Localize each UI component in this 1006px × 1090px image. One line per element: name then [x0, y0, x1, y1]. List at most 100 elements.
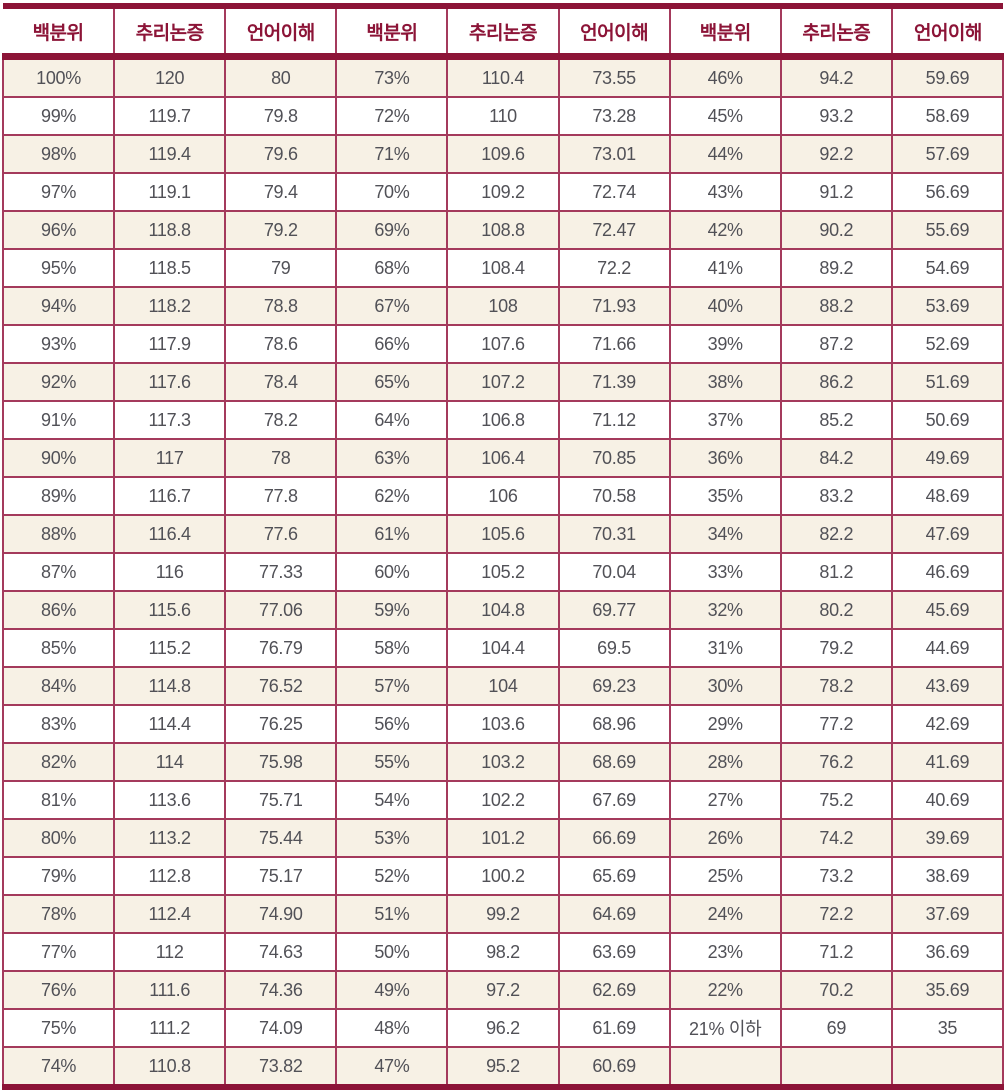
table-cell: 83%	[1, 704, 116, 744]
table-cell: 119.1	[113, 172, 227, 212]
table-row: 98% 119.4 79.6 71% 109.6 73.01 44% 92.2 57.69	[1, 134, 1005, 174]
table-cell: 70%	[335, 172, 449, 212]
table-cell: 91.2	[779, 172, 893, 212]
table-row: 90% 117 78 63% 106.4 70.85 36% 84.2 49.69	[1, 438, 1005, 478]
table-cell: 110	[446, 96, 560, 136]
table-cell: 102.2	[446, 780, 560, 820]
table-cell: 79.8	[224, 96, 338, 136]
table-cell: 52.69	[890, 324, 1005, 364]
table-cell: 23%	[668, 932, 782, 972]
table-cell: 62.69	[557, 970, 671, 1010]
table-cell: 51.69	[890, 362, 1005, 402]
column-header: 백분위	[3, 3, 116, 60]
table-cell: 106	[446, 476, 560, 516]
table-cell: 75%	[1, 1008, 116, 1048]
header-row: 백분위 추리논증 언어이해 백분위 추리논증 언어이해 백분위 추리논증 언어이해	[3, 3, 1003, 60]
table-cell: 42.69	[890, 704, 1005, 744]
table-row: 79% 112.8 75.17 52% 100.2 65.69 25% 73.2 38.69	[1, 856, 1005, 896]
table-cell: 116.4	[113, 514, 227, 554]
table-cell: 104.8	[446, 590, 560, 630]
table-cell: 101.2	[446, 818, 560, 858]
table-cell: 29%	[668, 704, 782, 744]
table-row: 94% 118.2 78.8 67% 108 71.93 40% 88.2 53.69	[1, 286, 1005, 326]
table-cell: 47%	[335, 1046, 449, 1090]
table-row: 99% 119.7 79.8 72% 110 73.28 45% 93.2 58.69	[1, 96, 1005, 136]
table-cell: 70.04	[557, 552, 671, 592]
table-row: 80% 113.2 75.44 53% 101.2 66.69 26% 74.2 39.69	[1, 818, 1005, 858]
table-cell: 40%	[668, 286, 782, 326]
table-cell: 25%	[668, 856, 782, 896]
table-cell: 61.69	[557, 1008, 671, 1048]
table-cell: 77.6	[224, 514, 338, 554]
table-cell: 95.2	[446, 1046, 560, 1090]
table-cell: 55.69	[890, 210, 1005, 250]
table-cell: 98%	[1, 134, 116, 174]
table-row: 86% 115.6 77.06 59% 104.8 69.77 32% 80.2 45.69	[1, 590, 1005, 630]
table-cell: 79.2	[779, 628, 893, 668]
table-cell: 31%	[668, 628, 782, 668]
table-cell: 72%	[335, 96, 449, 136]
table-cell: 75.17	[224, 856, 338, 896]
table-cell: 35.69	[890, 970, 1005, 1010]
table-cell: 78.8	[224, 286, 338, 326]
table-cell: 68.96	[557, 704, 671, 744]
table-cell: 65%	[335, 362, 449, 402]
table-cell: 117.3	[113, 400, 227, 440]
table-cell: 60%	[335, 552, 449, 592]
table-cell: 103.2	[446, 742, 560, 782]
table-cell: 112.4	[113, 894, 227, 934]
table-cell: 119.7	[113, 96, 227, 136]
column-header: 추리논증	[446, 3, 560, 60]
table-cell: 114.8	[113, 666, 227, 706]
table-cell: 118.8	[113, 210, 227, 250]
table-cell: 64.69	[557, 894, 671, 934]
table-cell: 72.47	[557, 210, 671, 250]
table-cell: 49%	[335, 970, 449, 1010]
table-cell: 47.69	[890, 514, 1005, 554]
table-cell: 41%	[668, 248, 782, 288]
table-row: 76% 111.6 74.36 49% 97.2 62.69 22% 70.2 35.69	[1, 970, 1005, 1010]
table-cell: 71.39	[557, 362, 671, 402]
table-cell: 75.2	[779, 780, 893, 820]
table-row: 91% 117.3 78.2 64% 106.8 71.12 37% 85.2 50.69	[1, 400, 1005, 440]
table-cell: 34%	[668, 514, 782, 554]
table-cell: 37%	[668, 400, 782, 440]
table-cell: 82.2	[779, 514, 893, 554]
table-cell: 72.74	[557, 172, 671, 212]
column-header: 백분위	[335, 3, 449, 60]
table-cell: 103.6	[446, 704, 560, 744]
table-cell: 88.2	[779, 286, 893, 326]
table-row: 75% 111.2 74.09 48% 96.2 61.69 21% 이하 69 35	[1, 1008, 1005, 1048]
table-cell: 89.2	[779, 248, 893, 288]
table-row: 78% 112.4 74.90 51% 99.2 64.69 24% 72.2 37.69	[1, 894, 1005, 934]
table-cell: 108.8	[446, 210, 560, 250]
table-cell: 45.69	[890, 590, 1005, 630]
table-cell: 52%	[335, 856, 449, 896]
table-cell: 46%	[668, 55, 782, 98]
table-cell: 56.69	[890, 172, 1005, 212]
table-cell: 96.2	[446, 1008, 560, 1048]
table-cell: 79.6	[224, 134, 338, 174]
table-row: 82% 114 75.98 55% 103.2 68.69 28% 76.2 41.69	[1, 742, 1005, 782]
table-cell: 88%	[1, 514, 116, 554]
table-cell: 28%	[668, 742, 782, 782]
column-header: 언어이해	[224, 3, 338, 60]
table-cell: 74.09	[224, 1008, 338, 1048]
table-cell: 63.69	[557, 932, 671, 972]
table-cell: 75.71	[224, 780, 338, 820]
table-cell: 39.69	[890, 818, 1005, 858]
table-cell: 100.2	[446, 856, 560, 896]
table-cell: 71.66	[557, 324, 671, 364]
table-cell: 114.4	[113, 704, 227, 744]
table-cell: 91%	[1, 400, 116, 440]
table-cell: 68%	[335, 248, 449, 288]
table-cell: 69%	[335, 210, 449, 250]
table-cell: 104	[446, 666, 560, 706]
table-cell: 100%	[1, 55, 116, 98]
table-cell: 116.7	[113, 476, 227, 516]
table-row: 96% 118.8 79.2 69% 108.8 72.47 42% 90.2 55.69	[1, 210, 1005, 250]
table-cell: 36.69	[890, 932, 1005, 972]
table-cell: 76.25	[224, 704, 338, 744]
table-cell: 69.5	[557, 628, 671, 668]
table-cell: 105.2	[446, 552, 560, 592]
